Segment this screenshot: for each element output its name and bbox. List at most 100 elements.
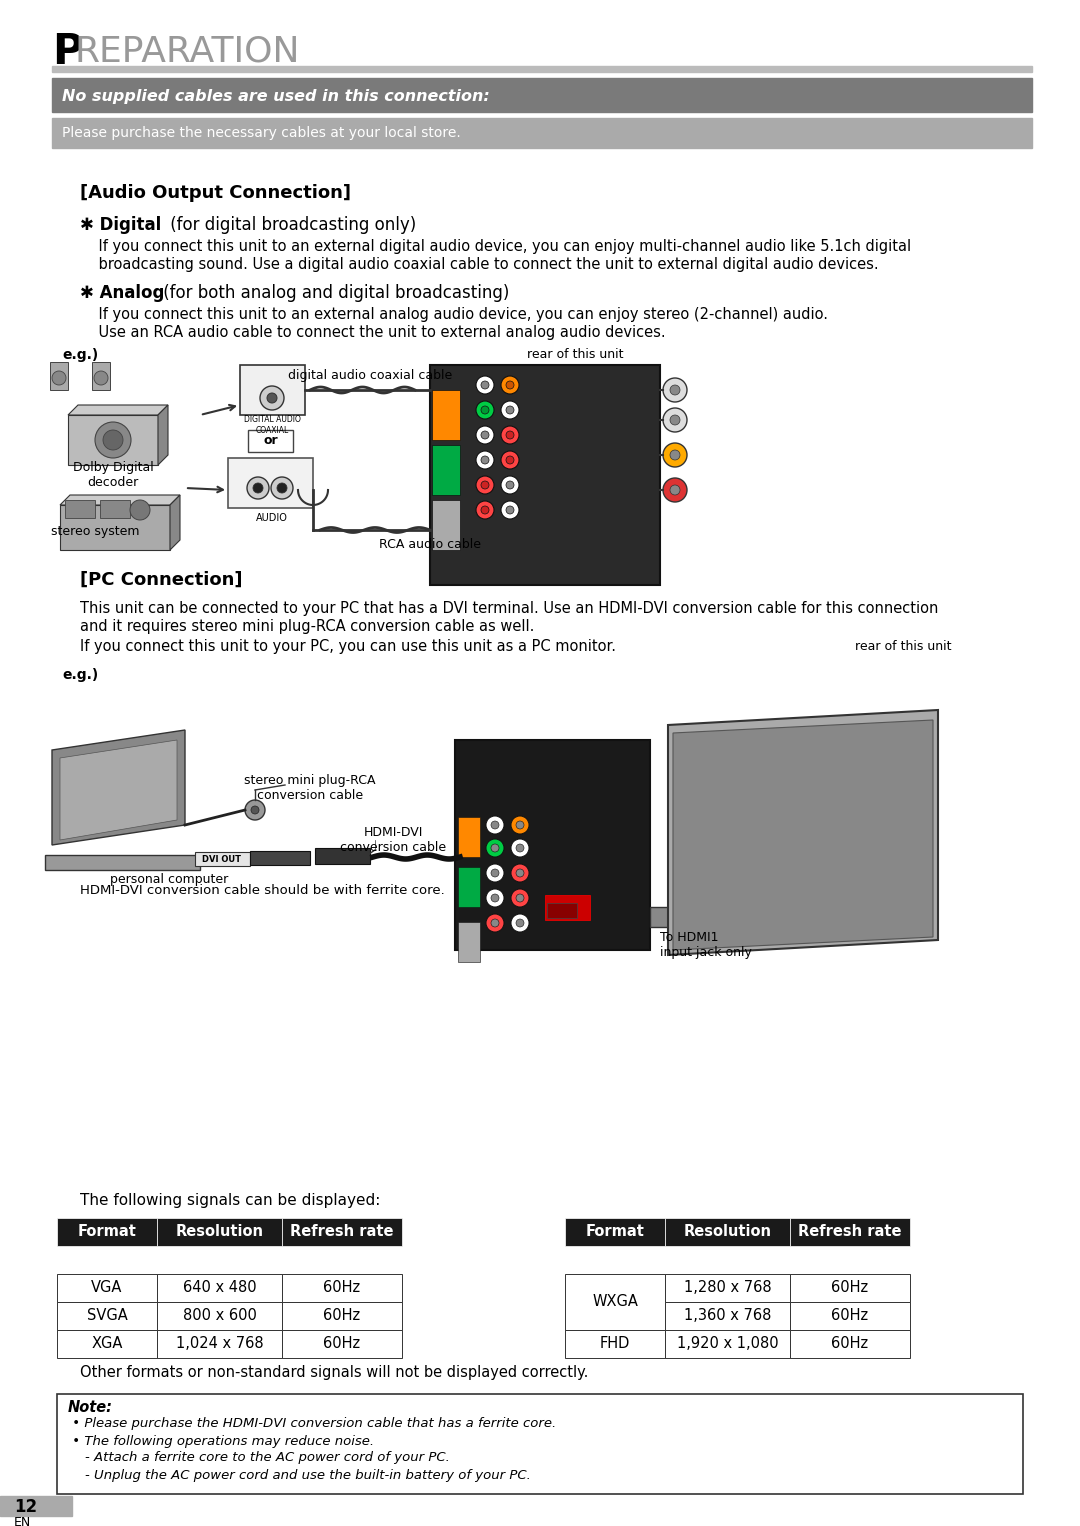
Bar: [789, 1274, 910, 1302]
Circle shape: [516, 894, 524, 902]
Text: 12: 12: [14, 1499, 37, 1515]
Bar: [546, 903, 577, 919]
Circle shape: [260, 386, 284, 410]
Circle shape: [491, 894, 499, 902]
Bar: [545, 896, 590, 920]
Text: This unit can be connected to your PC that has a DVI terminal. Use an HDMI-DVI c: This unit can be connected to your PC th…: [80, 601, 939, 615]
Text: • The following operations may reduce noise.: • The following operations may reduce no…: [68, 1434, 374, 1448]
Circle shape: [251, 806, 259, 813]
Text: HDMI-DVI conversion cable should be with ferrite core.: HDMI-DVI conversion cable should be with…: [80, 884, 445, 896]
Text: 1,280 x 768: 1,280 x 768: [684, 1280, 771, 1296]
Circle shape: [507, 382, 514, 389]
Bar: [789, 1302, 910, 1331]
Text: P: P: [52, 31, 83, 73]
Bar: [52, 118, 1032, 148]
Text: REPARATION: REPARATION: [75, 35, 299, 69]
Bar: [57, 1274, 157, 1302]
Circle shape: [663, 407, 687, 432]
Circle shape: [481, 507, 489, 514]
Circle shape: [670, 450, 680, 459]
Bar: [50, 362, 68, 391]
Text: EN: EN: [14, 1515, 31, 1526]
Text: 60Hz: 60Hz: [832, 1308, 868, 1323]
Polygon shape: [60, 494, 180, 505]
Circle shape: [253, 484, 264, 493]
Circle shape: [103, 430, 123, 450]
Text: e.g.): e.g.): [62, 668, 98, 682]
Bar: [458, 867, 480, 906]
Circle shape: [476, 476, 494, 494]
Text: rear of this unit: rear of this unit: [855, 639, 951, 653]
Bar: [65, 501, 95, 517]
Text: 640 x 480: 640 x 480: [183, 1280, 256, 1296]
Circle shape: [516, 868, 524, 877]
Bar: [665, 1331, 789, 1358]
Bar: [665, 1218, 789, 1247]
Text: rear of this unit: rear of this unit: [527, 348, 623, 362]
Text: ✱ Analog: ✱ Analog: [80, 284, 164, 302]
Bar: [57, 1331, 157, 1358]
Circle shape: [501, 501, 519, 519]
Bar: [455, 740, 650, 951]
Circle shape: [670, 485, 680, 494]
Circle shape: [245, 800, 265, 819]
Text: 60Hz: 60Hz: [323, 1280, 361, 1296]
Circle shape: [670, 415, 680, 426]
Text: Resolution: Resolution: [175, 1224, 264, 1239]
Circle shape: [481, 406, 489, 414]
Bar: [157, 1302, 282, 1331]
Text: 1,024 x 768: 1,024 x 768: [176, 1337, 264, 1352]
Text: 1,360 x 768: 1,360 x 768: [684, 1308, 771, 1323]
Bar: [92, 362, 110, 391]
Polygon shape: [60, 740, 177, 839]
Circle shape: [670, 902, 700, 932]
Bar: [315, 848, 370, 864]
Text: • Please purchase the HDMI-DVI conversion cable that has a ferrite core.: • Please purchase the HDMI-DVI conversio…: [68, 1418, 556, 1430]
Circle shape: [516, 844, 524, 852]
Text: 60Hz: 60Hz: [832, 1280, 868, 1296]
Circle shape: [516, 919, 524, 926]
Circle shape: [486, 914, 504, 932]
Circle shape: [491, 844, 499, 852]
Circle shape: [501, 476, 519, 494]
Text: VGA: VGA: [92, 1280, 123, 1296]
Text: Resolution: Resolution: [684, 1224, 771, 1239]
Circle shape: [511, 914, 529, 932]
Text: personal computer: personal computer: [110, 873, 228, 887]
Circle shape: [247, 478, 269, 499]
Circle shape: [94, 371, 108, 385]
Bar: [249, 852, 310, 865]
Circle shape: [663, 478, 687, 502]
Text: 60Hz: 60Hz: [832, 1337, 868, 1352]
Text: - Attach a ferrite core to the AC power cord of your PC.: - Attach a ferrite core to the AC power …: [68, 1451, 450, 1465]
Bar: [432, 501, 460, 549]
Bar: [282, 1302, 402, 1331]
Bar: [248, 430, 293, 452]
Bar: [157, 1274, 282, 1302]
Bar: [282, 1331, 402, 1358]
Text: 800 x 600: 800 x 600: [183, 1308, 256, 1323]
Text: stereo mini plug-RCA
conversion cable: stereo mini plug-RCA conversion cable: [244, 774, 376, 803]
Bar: [458, 922, 480, 961]
Circle shape: [476, 426, 494, 444]
Bar: [458, 816, 480, 858]
Text: To HDMI1
input jack only: To HDMI1 input jack only: [660, 931, 752, 958]
Circle shape: [476, 375, 494, 394]
Circle shape: [481, 481, 489, 488]
Circle shape: [511, 839, 529, 858]
Text: broadcasting sound. Use a digital audio coaxial cable to connect the unit to ext: broadcasting sound. Use a digital audio …: [80, 256, 879, 272]
Text: RCA audio cable: RCA audio cable: [379, 539, 481, 551]
Text: Dolby Digital
decoder: Dolby Digital decoder: [72, 461, 153, 488]
Text: The following signals can be displayed:: The following signals can be displayed:: [80, 1192, 380, 1207]
Circle shape: [501, 452, 519, 468]
Text: DIGITAL AUDIO
COAXIAL: DIGITAL AUDIO COAXIAL: [244, 415, 300, 435]
Circle shape: [481, 430, 489, 439]
Text: Format: Format: [585, 1224, 645, 1239]
Bar: [282, 1218, 402, 1247]
Text: [PC Connection]: [PC Connection]: [80, 571, 243, 589]
Bar: [665, 1302, 789, 1331]
Circle shape: [130, 501, 150, 520]
Text: XGA: XGA: [92, 1337, 123, 1352]
Polygon shape: [45, 855, 200, 870]
Bar: [68, 415, 158, 465]
